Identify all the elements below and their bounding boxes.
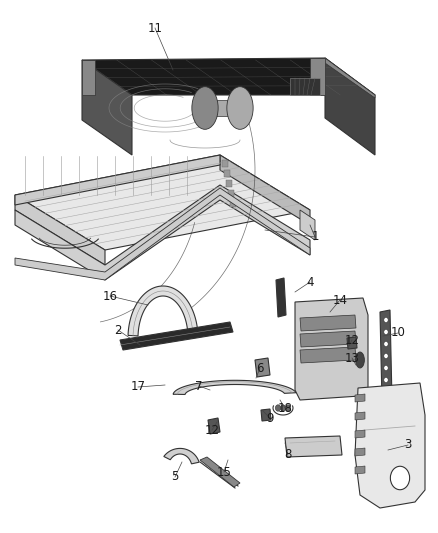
Polygon shape bbox=[310, 58, 325, 95]
Polygon shape bbox=[15, 188, 310, 280]
Text: 13: 13 bbox=[345, 351, 360, 365]
Polygon shape bbox=[300, 347, 356, 363]
Text: 11: 11 bbox=[148, 21, 162, 35]
Polygon shape bbox=[300, 210, 315, 240]
Polygon shape bbox=[255, 358, 270, 377]
Polygon shape bbox=[228, 190, 234, 197]
Text: 7: 7 bbox=[195, 379, 203, 392]
Polygon shape bbox=[205, 100, 240, 116]
Polygon shape bbox=[222, 160, 228, 167]
Polygon shape bbox=[355, 430, 365, 438]
Circle shape bbox=[280, 405, 286, 411]
Text: 2: 2 bbox=[114, 324, 122, 336]
Polygon shape bbox=[261, 409, 271, 421]
Polygon shape bbox=[276, 278, 286, 317]
Polygon shape bbox=[15, 155, 310, 250]
Polygon shape bbox=[295, 298, 368, 400]
Text: 9: 9 bbox=[266, 411, 274, 424]
Polygon shape bbox=[220, 155, 310, 225]
Polygon shape bbox=[15, 155, 220, 205]
Circle shape bbox=[384, 377, 388, 383]
Polygon shape bbox=[355, 412, 365, 420]
Polygon shape bbox=[285, 436, 342, 457]
Text: 5: 5 bbox=[171, 471, 179, 483]
Text: 12: 12 bbox=[345, 334, 360, 346]
Polygon shape bbox=[290, 78, 320, 95]
Circle shape bbox=[384, 317, 388, 322]
Text: 8: 8 bbox=[284, 448, 292, 462]
Polygon shape bbox=[230, 200, 236, 207]
Polygon shape bbox=[82, 60, 95, 95]
Polygon shape bbox=[173, 381, 296, 394]
Polygon shape bbox=[347, 337, 357, 349]
Ellipse shape bbox=[356, 352, 364, 368]
Polygon shape bbox=[325, 58, 375, 155]
Polygon shape bbox=[355, 383, 425, 508]
Circle shape bbox=[384, 329, 388, 335]
Circle shape bbox=[390, 466, 410, 490]
Ellipse shape bbox=[227, 87, 253, 130]
Ellipse shape bbox=[192, 87, 218, 130]
Text: 18: 18 bbox=[278, 401, 293, 415]
Polygon shape bbox=[355, 394, 365, 402]
Polygon shape bbox=[300, 315, 356, 331]
Polygon shape bbox=[128, 286, 198, 336]
Polygon shape bbox=[208, 418, 220, 434]
Text: 3: 3 bbox=[404, 439, 412, 451]
Polygon shape bbox=[355, 448, 365, 456]
Polygon shape bbox=[120, 322, 233, 350]
Text: 6: 6 bbox=[256, 361, 264, 375]
Text: 4: 4 bbox=[306, 276, 314, 288]
Circle shape bbox=[276, 405, 281, 411]
Polygon shape bbox=[224, 170, 230, 177]
Circle shape bbox=[384, 365, 388, 370]
Polygon shape bbox=[82, 58, 375, 95]
Text: 10: 10 bbox=[391, 327, 406, 340]
Polygon shape bbox=[200, 457, 240, 487]
Circle shape bbox=[384, 341, 388, 346]
Text: 12: 12 bbox=[205, 424, 219, 437]
Polygon shape bbox=[325, 58, 375, 98]
Polygon shape bbox=[355, 466, 365, 474]
Polygon shape bbox=[82, 60, 132, 155]
Polygon shape bbox=[164, 448, 199, 464]
Text: 15: 15 bbox=[216, 465, 231, 479]
Text: 1: 1 bbox=[311, 230, 319, 244]
Text: 16: 16 bbox=[102, 289, 117, 303]
Polygon shape bbox=[15, 195, 105, 265]
Text: 14: 14 bbox=[332, 294, 347, 306]
Polygon shape bbox=[380, 310, 392, 402]
Circle shape bbox=[286, 405, 291, 411]
Polygon shape bbox=[300, 331, 356, 347]
Polygon shape bbox=[15, 185, 310, 280]
Polygon shape bbox=[226, 180, 232, 187]
Text: 17: 17 bbox=[131, 381, 145, 393]
Circle shape bbox=[384, 353, 388, 359]
